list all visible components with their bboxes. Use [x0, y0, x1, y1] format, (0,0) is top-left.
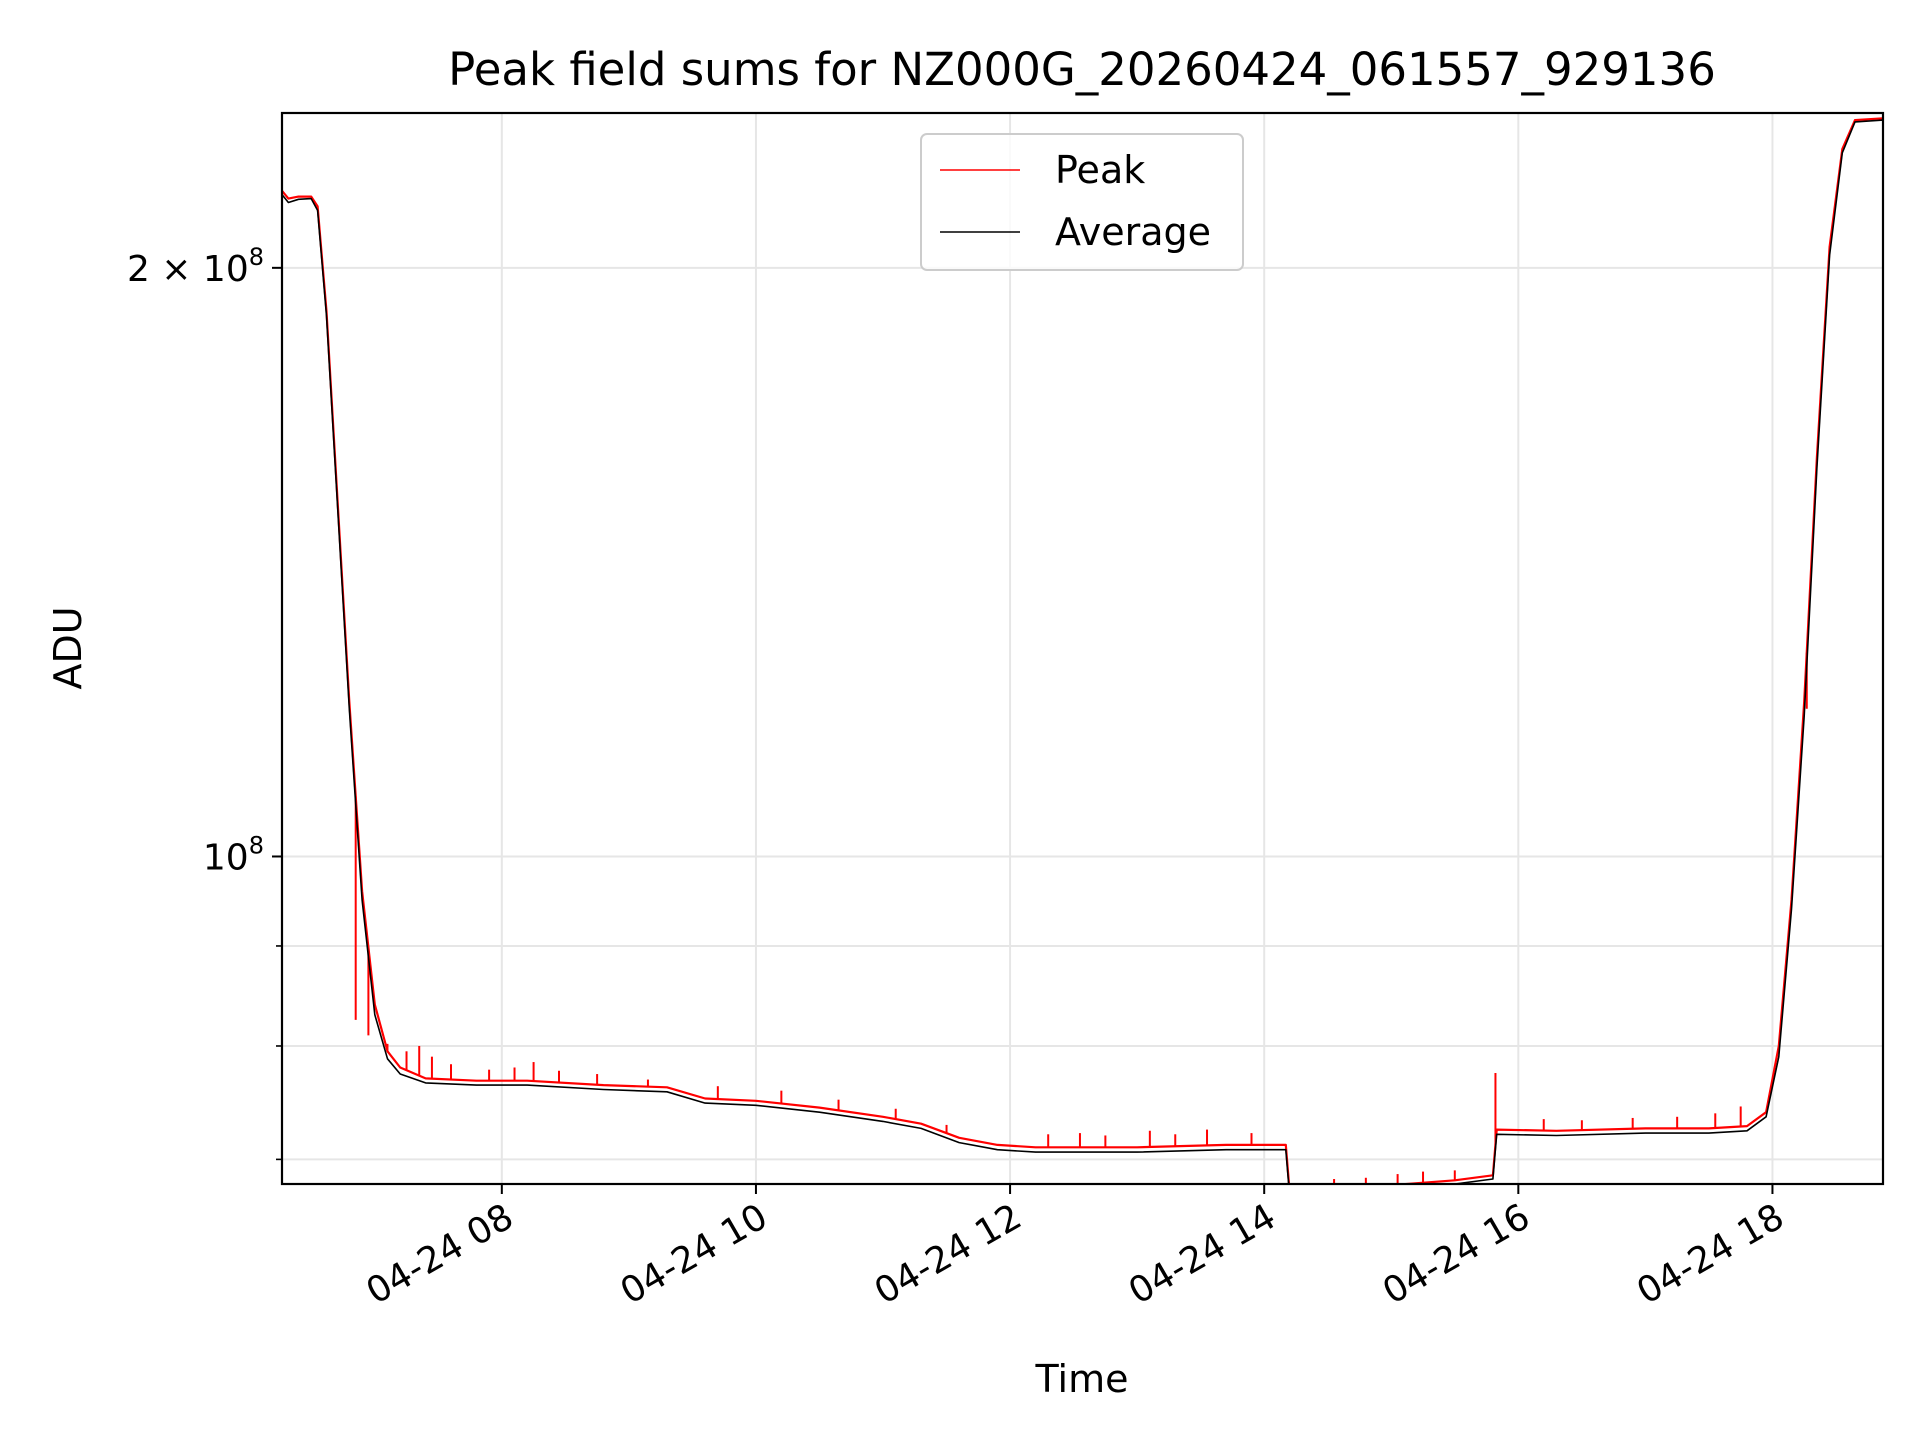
y-axis-ticks: 108 2 × 108 — [127, 243, 282, 1161]
legend-peak-label: Peak — [1055, 148, 1145, 192]
y-tick-label: 108 — [203, 831, 264, 878]
grid-lines — [282, 113, 1883, 1184]
legend: Peak Average — [920, 133, 1244, 271]
chart-title: Peak field sums for NZ000G_20260424_0615… — [448, 43, 1716, 96]
series-average-line — [282, 119, 1883, 1184]
x-tick-label: 04-24 10 — [614, 1196, 775, 1312]
x-tick-label: 04-24 14 — [1122, 1196, 1283, 1312]
legend-box — [920, 133, 1244, 271]
x-tick-label: 04-24 08 — [360, 1196, 521, 1312]
x-tick-label: 04-24 16 — [1376, 1196, 1537, 1312]
legend-average-label: Average — [1055, 210, 1211, 254]
x-axis-ticks: 04-24 08 04-24 10 04-24 12 04-24 14 04-24 16… — [360, 1184, 1791, 1313]
y-axis-label: ADU — [46, 606, 90, 689]
x-tick-label: 04-24 12 — [868, 1196, 1029, 1312]
y-tick-label: 2 × 108 — [127, 243, 264, 290]
plot-area — [282, 117, 1883, 1184]
plot-frame — [280, 111, 1885, 1186]
x-tick-label: 04-24 18 — [1630, 1196, 1791, 1312]
series-peak-line — [282, 117, 1883, 1184]
x-axis-label: Time — [1035, 1357, 1129, 1401]
